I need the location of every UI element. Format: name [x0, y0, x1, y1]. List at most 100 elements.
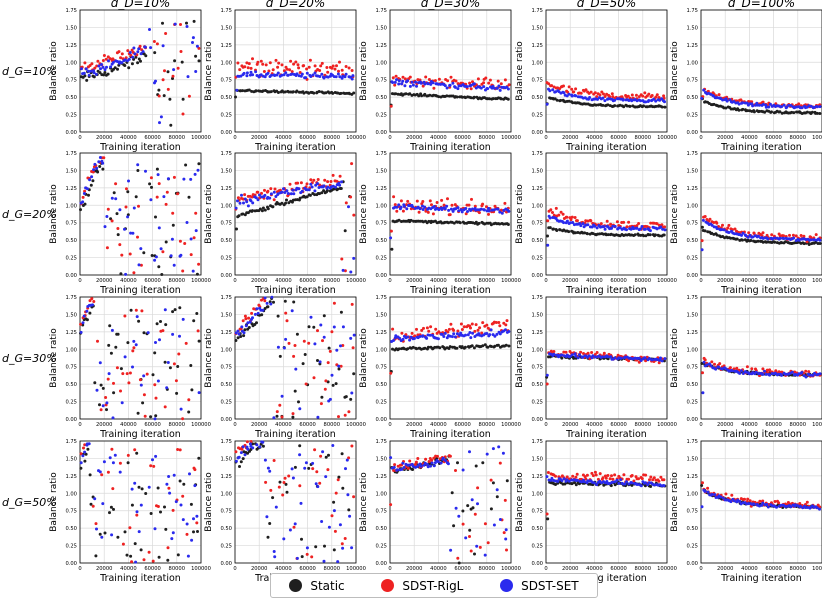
- point-sdst-set: [579, 224, 583, 228]
- point-static: [285, 198, 288, 202]
- point-sdst-rigl: [503, 78, 507, 82]
- point-sdst-set: [178, 334, 181, 338]
- point-sdst-rigl: [185, 532, 189, 536]
- point-sdst-rigl: [325, 66, 329, 69]
- point-sdst-set: [162, 195, 166, 199]
- point-sdst-set: [239, 74, 243, 78]
- point-sdst-set: [300, 189, 304, 193]
- point-static: [493, 344, 497, 348]
- point-sdst-set: [471, 207, 474, 211]
- point-sdst-rigl: [96, 339, 99, 343]
- point-sdst-rigl: [410, 331, 414, 335]
- point-sdst-rigl: [145, 372, 149, 376]
- point-sdst-set: [565, 478, 569, 482]
- point-static: [344, 395, 348, 399]
- point-sdst-rigl: [799, 234, 803, 237]
- point-sdst-rigl: [184, 341, 188, 345]
- point-sdst-rigl: [181, 112, 185, 116]
- point-sdst-rigl: [610, 474, 613, 478]
- point-static: [770, 110, 773, 114]
- y-tick-label: 1.25: [220, 330, 232, 336]
- point-sdst-set: [91, 303, 94, 307]
- y-tick-label: 0.00: [531, 561, 543, 567]
- point-static: [352, 91, 356, 95]
- point-sdst-rigl: [244, 317, 248, 321]
- point-static: [496, 343, 500, 347]
- point-static: [87, 193, 90, 197]
- point-sdst-set: [316, 182, 319, 186]
- point-sdst-rigl: [572, 90, 576, 94]
- point-sdst-set: [181, 518, 185, 522]
- point-sdst-set: [246, 321, 250, 325]
- y-tick-label: 1.50: [220, 312, 232, 318]
- point-sdst-set: [256, 311, 260, 315]
- point-sdst-rigl: [331, 173, 335, 177]
- point-sdst-set: [239, 451, 243, 455]
- point-sdst-rigl: [116, 227, 120, 230]
- point-sdst-rigl: [494, 321, 498, 324]
- point-sdst-set: [581, 222, 585, 226]
- point-sdst-set: [449, 207, 453, 211]
- y-tick-label: 1.75: [686, 439, 698, 445]
- point-sdst-set: [436, 337, 440, 341]
- point-sdst-rigl: [778, 234, 782, 238]
- panel-r0-c0: 0.000.250.500.751.001.251.501.750 20000 40…: [49, 8, 211, 153]
- point-sdst-set: [263, 296, 267, 300]
- x-tick-label: 20000: [717, 422, 734, 428]
- point-sdst-set: [472, 82, 476, 86]
- point-sdst-rigl: [333, 67, 337, 71]
- point-static: [506, 97, 510, 101]
- x-tick-label: 0: [78, 422, 81, 428]
- point-sdst-set: [169, 254, 173, 258]
- point-sdst-set: [282, 73, 286, 77]
- point-sdst-rigl: [606, 474, 610, 477]
- point-static: [192, 19, 196, 23]
- point-sdst-rigl: [554, 206, 558, 210]
- point-sdst-set: [639, 484, 643, 488]
- point-sdst-set: [185, 522, 189, 526]
- point-sdst-rigl: [467, 203, 471, 207]
- point-sdst-set: [765, 503, 769, 506]
- point-static: [109, 505, 113, 509]
- point-sdst-set: [179, 407, 183, 411]
- point-sdst-rigl: [589, 219, 593, 223]
- point-sdst-rigl: [131, 349, 135, 353]
- y-tick-label: 1.50: [220, 168, 232, 174]
- point-static: [137, 57, 141, 61]
- point-sdst-set: [156, 379, 160, 383]
- point-sdst-rigl: [392, 195, 396, 199]
- point-sdst-set: [345, 458, 349, 462]
- point-static: [546, 517, 550, 521]
- x-tick-label: 60000: [765, 566, 782, 572]
- point-sdst-set: [143, 45, 147, 49]
- point-sdst-rigl: [167, 486, 171, 490]
- point-static: [129, 308, 133, 312]
- x-tick-label: 0: [699, 278, 702, 284]
- point-sdst-set: [256, 198, 260, 202]
- point-sdst-rigl: [246, 66, 250, 70]
- y-tick-label: 0.75: [531, 78, 543, 84]
- point-sdst-set: [423, 205, 427, 209]
- y-tick-label: 1.25: [686, 330, 698, 336]
- point-sdst-set: [568, 221, 572, 225]
- point-sdst-rigl: [347, 410, 351, 414]
- point-sdst-set: [410, 80, 414, 84]
- point-sdst-rigl: [770, 233, 774, 237]
- point-sdst-set: [82, 314, 86, 318]
- y-tick-label: 1.00: [375, 491, 387, 497]
- y-tick-label: 0.50: [686, 382, 698, 388]
- point-sdst-set: [722, 228, 726, 232]
- point-sdst-set: [332, 509, 336, 513]
- point-static: [241, 212, 245, 216]
- point-static: [460, 95, 464, 99]
- point-sdst-rigl: [83, 189, 87, 193]
- point-sdst-rigl: [344, 201, 348, 205]
- point-sdst-rigl: [171, 211, 175, 215]
- point-sdst-set: [732, 499, 736, 503]
- point-sdst-rigl: [280, 415, 284, 419]
- point-sdst-set: [408, 84, 412, 88]
- point-sdst-rigl: [626, 94, 630, 98]
- y-tick-label: 0.50: [686, 526, 698, 532]
- point-static: [278, 354, 282, 358]
- point-sdst-set: [282, 537, 286, 541]
